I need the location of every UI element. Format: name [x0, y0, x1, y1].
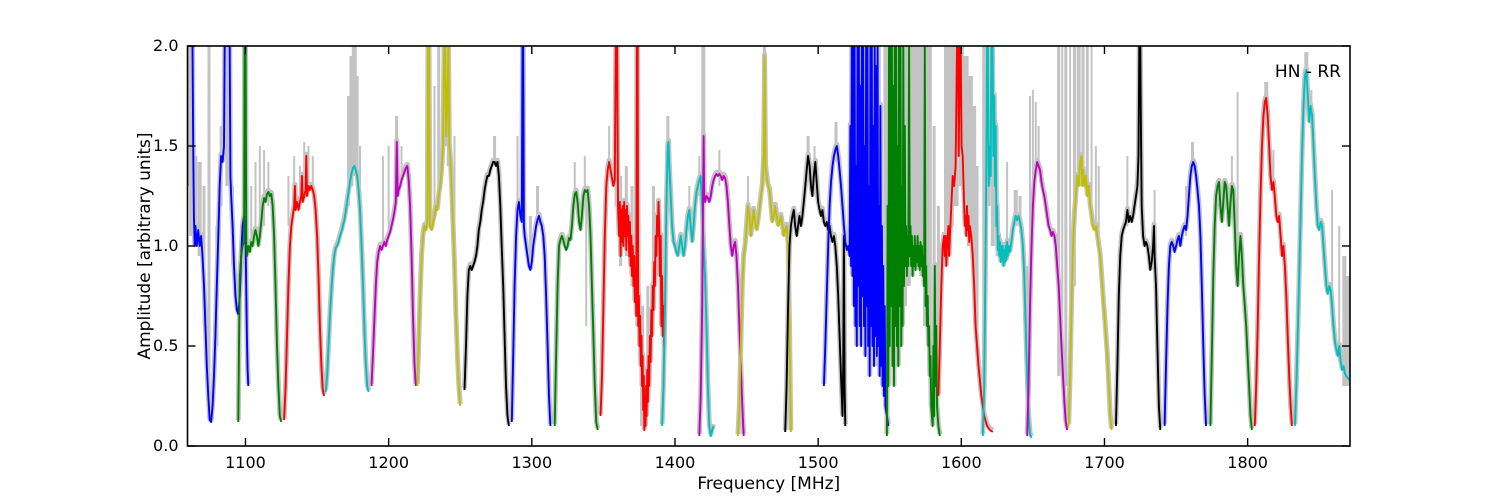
- gray-envelope-path: [980, 46, 1034, 438]
- bandpass-curve-yellow-if20: [1067, 155, 1113, 431]
- y-tick-label: 1.5: [153, 136, 178, 155]
- bandpass-curve-yellow-if6: [416, 46, 462, 407]
- x-tick-label: 1100: [225, 453, 266, 472]
- y-tick-label: 0.0: [153, 436, 178, 455]
- bandpass-curve-black-if7: [463, 161, 510, 427]
- bandpass-curve-cyan-if18: [981, 46, 1033, 439]
- gray-envelope-path: [1207, 177, 1255, 429]
- gray-envelope-path: [462, 157, 512, 425]
- y-axis-title: Amplitude [arbitrary units]: [135, 132, 155, 359]
- bandpass-curve-magenta-if5: [370, 141, 417, 387]
- bandpass-curve-blue-if22: [1163, 161, 1208, 427]
- bandpass-curve-blue-if8: [510, 46, 552, 427]
- bandpass-curve-cyan-if25: [1293, 69, 1350, 427]
- bandpass-curve-green-if2: [237, 46, 283, 423]
- y-tick-label: 2.0: [153, 36, 178, 55]
- x-axis-title: Frequency [MHz]: [697, 474, 840, 494]
- bandpass-curve-magenta-if19: [1026, 161, 1069, 437]
- x-tick-label: 1200: [368, 453, 409, 472]
- gray-envelope-path: [1252, 93, 1295, 425]
- bandpass-curve-black-if14: [784, 155, 847, 433]
- x-tick-label: 1600: [941, 453, 982, 472]
- bandpass-curve-green-if23: [1209, 181, 1253, 431]
- bandpass-curve-cyan-if4: [324, 165, 370, 393]
- bandpass-curve-red-if3: [283, 155, 326, 421]
- bandpass-curve-red-if17: [937, 46, 994, 433]
- bandpass-curve-blue-if15: [822, 46, 890, 427]
- x-tick-label: 1500: [798, 453, 839, 472]
- x-tick-label: 1300: [511, 453, 552, 472]
- bandpass-curve-black-if21: [1114, 46, 1162, 431]
- bandpass-curve-red-if24: [1253, 97, 1293, 427]
- axes-ticks-layer: 1100 1200 1300 1400 1500 1600 1700 1800 0.0 0.5 1.…: [153, 36, 1350, 472]
- x-tick-label: 1800: [1227, 453, 1268, 472]
- bandpass-curve-green-if9: [553, 189, 599, 431]
- gray-envelope-path: [782, 151, 848, 431]
- gray-envelope-path: [552, 185, 601, 429]
- bandpass-curve-yellow-if13: [737, 55, 792, 437]
- gray-envelope-path: [598, 46, 667, 431]
- bandpass-curve-magenta-if12: [698, 135, 745, 437]
- bandpass-curve-green-if16: [885, 46, 941, 437]
- x-tick-label: 1700: [1084, 453, 1125, 472]
- bandpass-curve-cyan-if11: [661, 141, 715, 437]
- bandpass-curve-red-if10: [599, 46, 666, 431]
- y-tick-label: 0.5: [153, 336, 178, 355]
- station-polarization-annotation: HN - RR: [1275, 62, 1341, 82]
- y-tick-label: 1.0: [153, 236, 178, 255]
- spectrum-data-layer: [187, 46, 1350, 439]
- x-tick-label: 1400: [655, 453, 696, 472]
